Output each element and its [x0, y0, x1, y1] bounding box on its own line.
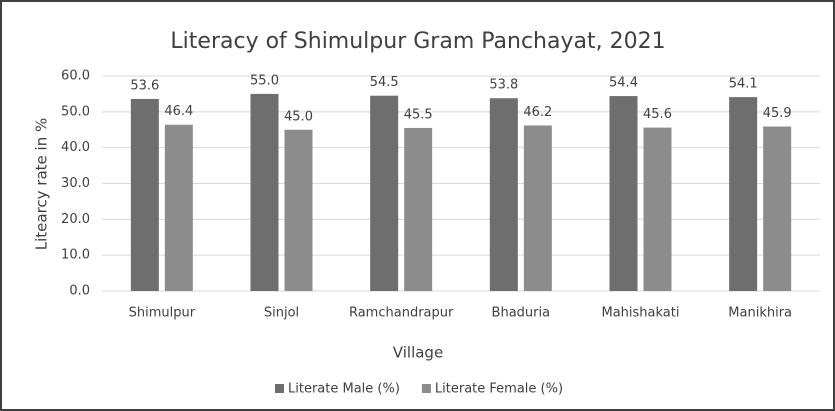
data-label: 46.2 — [523, 105, 552, 120]
bar — [643, 127, 672, 291]
y-tick-label: 0.0 — [69, 284, 90, 299]
bar — [523, 125, 552, 291]
bar — [404, 127, 433, 291]
bar — [763, 126, 792, 292]
x-tick-label: Sinjol — [264, 306, 299, 321]
bar — [370, 95, 399, 291]
bar — [609, 96, 638, 291]
y-tick-label: 50.0 — [61, 104, 90, 119]
chart-title: Literacy of Shimulpur Gram Panchayat, 20… — [170, 29, 665, 54]
y-tick-label: 40.0 — [61, 140, 90, 155]
x-tick-label: Bhaduria — [492, 306, 551, 321]
x-tick-label: Ramchandrapur — [349, 306, 454, 321]
y-tick-label: 60.0 — [61, 69, 90, 84]
data-label: 45.0 — [284, 109, 313, 124]
bar — [130, 98, 159, 291]
x-tick-label: Manikhira — [728, 306, 792, 321]
legend-label: Literate Male (%) — [288, 382, 400, 397]
bar — [729, 97, 758, 292]
y-axis-label: Litearcy rate in % — [33, 118, 51, 251]
legend-label: Literate Female (%) — [435, 382, 563, 397]
bar — [164, 124, 193, 291]
data-label: 46.4 — [164, 104, 193, 119]
x-tick-label: Mahishakati — [602, 306, 680, 321]
data-label: 53.8 — [489, 78, 518, 93]
data-label: 55.0 — [250, 73, 279, 88]
legend-swatch — [421, 384, 431, 393]
y-tick-label: 20.0 — [61, 212, 90, 227]
data-label: 54.4 — [609, 76, 638, 91]
data-label: 45.9 — [763, 106, 792, 121]
bar — [489, 98, 518, 291]
data-label: 53.6 — [130, 78, 159, 93]
data-label: 54.1 — [729, 77, 758, 92]
legend-swatch — [275, 384, 284, 393]
data-label: 45.5 — [404, 107, 433, 122]
x-axis-label: Village — [393, 344, 443, 362]
y-tick-label: 10.0 — [61, 248, 90, 263]
bar — [284, 129, 313, 291]
bar — [250, 93, 279, 292]
data-label: 45.6 — [643, 107, 672, 122]
data-label: 54.5 — [370, 75, 399, 90]
y-tick-label: 30.0 — [61, 176, 90, 191]
x-tick-label: Shimulpur — [129, 306, 196, 321]
